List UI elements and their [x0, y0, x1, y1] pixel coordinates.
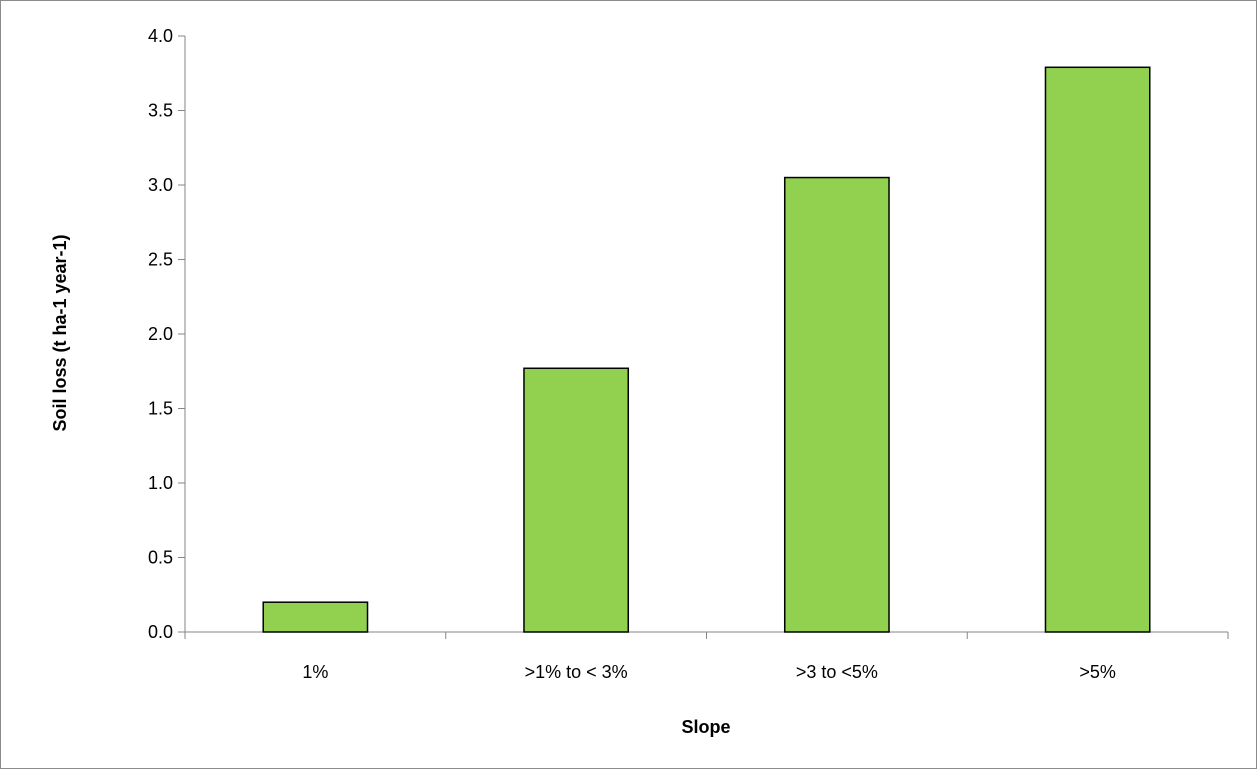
x-tick-label: 1%	[302, 662, 328, 682]
y-tick-label: 4.0	[148, 26, 173, 46]
y-tick-label: 2.5	[148, 250, 173, 270]
y-axis-title: Soil loss (t ha-1 year-1)	[50, 234, 70, 431]
x-tick-label: >1% to < 3%	[525, 662, 628, 682]
y-tick-label: 3.0	[148, 175, 173, 195]
x-tick-label: >5%	[1079, 662, 1116, 682]
y-tick-label: 3.5	[148, 101, 173, 121]
x-axis-title: Slope	[681, 717, 730, 737]
bar	[523, 367, 630, 633]
x-axis: 1% >1% to < 3% >3 to <5% >5%	[184, 631, 1229, 682]
y-tick-label: 1.0	[148, 473, 173, 493]
y-tick-label: 1.5	[148, 399, 173, 419]
bar	[783, 176, 890, 633]
bar	[1044, 66, 1151, 633]
y-tick-label: 0.0	[148, 622, 173, 642]
bar	[262, 601, 369, 633]
bars	[262, 66, 1151, 633]
y-tick-label: 0.5	[148, 548, 173, 568]
y-tick-label: 2.0	[148, 324, 173, 344]
x-tick-label: >3 to <5%	[796, 662, 878, 682]
y-axis: 0.0 0.5 1.0 1.5 2.0 2.5 3.0 3.5 4.0	[148, 26, 186, 642]
